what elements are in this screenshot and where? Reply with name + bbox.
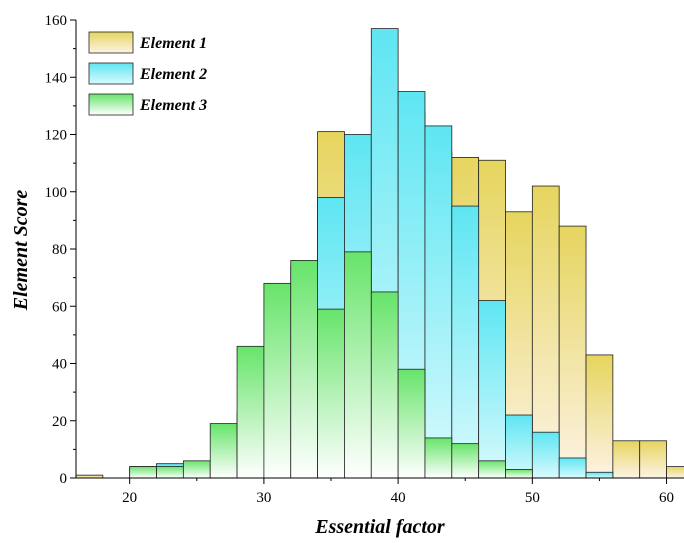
y-tick-label-100: 100 bbox=[45, 185, 68, 201]
bar-element-3-30 bbox=[263, 282, 292, 479]
x-tick-label-50: 50 bbox=[525, 490, 540, 506]
axes-layer: 0 20 40 60 80 100 120 140 160 20 30 40 50 60 bbox=[45, 13, 684, 506]
bar-element-3-46 bbox=[478, 460, 506, 479]
bar-element-2-46 bbox=[478, 300, 506, 479]
bar-element-2-54 bbox=[585, 471, 614, 479]
bar-element-1-50 bbox=[531, 185, 560, 479]
bar-element-3-20 bbox=[129, 466, 157, 479]
y-tick-label-0: 0 bbox=[60, 471, 68, 487]
bar-element-3-44 bbox=[451, 443, 480, 479]
x-axis-title: Essential factor bbox=[314, 516, 445, 538]
y-tick-label-20: 20 bbox=[52, 414, 67, 430]
x-tick-label-20: 20 bbox=[122, 490, 137, 506]
legend-swatch-1 bbox=[88, 31, 134, 54]
y-axis-title: Element Score bbox=[10, 190, 32, 312]
bar-element-3-40 bbox=[397, 368, 426, 479]
bar-element-3-42 bbox=[424, 437, 453, 479]
bar-element-1-60 bbox=[666, 466, 684, 479]
bars-layer bbox=[75, 28, 684, 479]
y-tick-label-60: 60 bbox=[52, 299, 67, 315]
bar-element-2-50 bbox=[531, 431, 560, 479]
bar-element-1-54 bbox=[585, 354, 614, 479]
bar-element-1-52 bbox=[558, 225, 587, 479]
bar-element-3-22 bbox=[156, 466, 184, 479]
x-tick-label-40: 40 bbox=[391, 490, 406, 506]
y-tick-label-120: 120 bbox=[45, 128, 68, 144]
legend: Element 1 Element 2 Element 3 bbox=[88, 31, 207, 116]
bar-element-3-32 bbox=[290, 260, 318, 479]
y-tick-label-80: 80 bbox=[52, 242, 67, 258]
bar-element-1-58 bbox=[639, 440, 667, 479]
bar-element-2-42 bbox=[424, 125, 453, 479]
bar-element-2-44 bbox=[451, 205, 480, 479]
legend-label-1: Element 1 bbox=[139, 35, 207, 52]
legend-swatch-3 bbox=[88, 93, 134, 116]
bar-element-2-52 bbox=[558, 457, 587, 479]
bar-element-2-48 bbox=[505, 414, 533, 479]
bar-element-3-28 bbox=[236, 345, 265, 479]
legend-swatch-2 bbox=[88, 62, 134, 85]
y-tick-label-160: 160 bbox=[45, 13, 68, 29]
bar-element-3-38 bbox=[370, 291, 399, 479]
x-tick-label-60: 60 bbox=[659, 490, 674, 506]
y-tick-label-40: 40 bbox=[52, 357, 67, 373]
bar-element-3-24 bbox=[182, 460, 211, 479]
x-tick-label-30: 30 bbox=[256, 490, 271, 506]
legend-label-2: Element 2 bbox=[139, 66, 207, 83]
legend-label-3: Element 3 bbox=[139, 97, 207, 114]
bar-element-1-56 bbox=[612, 440, 641, 479]
bar-element-3-34 bbox=[317, 308, 345, 479]
bar-element-3-48 bbox=[505, 469, 533, 479]
bar-element-3-36 bbox=[344, 251, 372, 479]
bar-element-3-26 bbox=[209, 423, 238, 479]
y-tick-label-140: 140 bbox=[45, 70, 68, 86]
